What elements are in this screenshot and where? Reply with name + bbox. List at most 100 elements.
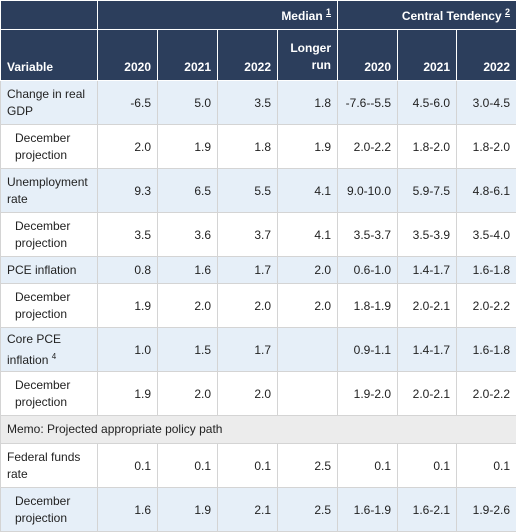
cell: 2.0	[158, 284, 218, 328]
cell: 1.8-1.9	[338, 284, 398, 328]
cell: 5.5	[218, 169, 278, 213]
table-row: PCE inflation 0.8 1.6 1.7 2.0 0.6-1.0 1.…	[1, 257, 516, 284]
cell: 2.0	[218, 372, 278, 416]
cell: 1.9	[98, 284, 158, 328]
memo-row: Memo: Projected appropriate policy path	[1, 416, 516, 444]
cell: 2.0-2.2	[338, 125, 398, 169]
cell: 3.5-3.9	[398, 213, 457, 257]
header-blank-cell	[1, 1, 98, 30]
cell: 1.9	[98, 372, 158, 416]
cell: 1.6-1.8	[457, 257, 516, 284]
cell: 2.0	[218, 284, 278, 328]
cell: 1.6-1.9	[338, 488, 398, 532]
cell: 3.5	[218, 81, 278, 125]
cell: 2.0-2.2	[457, 284, 516, 328]
cell: 1.9-2.6	[457, 488, 516, 532]
ct-2020-header: 2020	[338, 30, 398, 81]
cell: 1.9	[158, 125, 218, 169]
variable-header: Variable	[1, 30, 98, 81]
row-label: PCE inflation	[1, 257, 98, 284]
cell: 2.5	[278, 488, 338, 532]
cell: 1.4-1.7	[398, 257, 457, 284]
cell: 1.7	[218, 328, 278, 372]
cell: 2.1	[218, 488, 278, 532]
cell: 1.5	[158, 328, 218, 372]
cell: 2.0-2.1	[398, 372, 457, 416]
longer-run-line2: run	[312, 58, 331, 72]
cell: 1.6-2.1	[398, 488, 457, 532]
cell: 0.1	[218, 444, 278, 488]
central-tendency-label: Central Tendency	[402, 9, 502, 23]
median-2021-header: 2021	[158, 30, 218, 81]
cell: 1.6	[158, 257, 218, 284]
cell: 1.6	[98, 488, 158, 532]
cell: 4.1	[278, 169, 338, 213]
cell: 0.1	[338, 444, 398, 488]
median-2022-header: 2022	[218, 30, 278, 81]
longer-run-header: Longer run	[278, 30, 338, 81]
cell	[278, 372, 338, 416]
cell: 2.0	[278, 284, 338, 328]
cell	[278, 328, 338, 372]
cell: 2.5	[278, 444, 338, 488]
cell: 3.5	[98, 213, 158, 257]
central-tendency-group-header: Central Tendency 2	[338, 1, 516, 30]
cell: 0.6-1.0	[338, 257, 398, 284]
cell: -6.5	[98, 81, 158, 125]
cell: 0.8	[98, 257, 158, 284]
cell: 3.5-4.0	[457, 213, 516, 257]
core-pce-footnote: 4	[52, 352, 56, 361]
cell: 3.5-3.7	[338, 213, 398, 257]
cell: 1.7	[218, 257, 278, 284]
cell: 1.6-1.8	[457, 328, 516, 372]
cell: 1.4-1.7	[398, 328, 457, 372]
cell: 5.0	[158, 81, 218, 125]
cell: 1.8-2.0	[457, 125, 516, 169]
cell: 2.0	[158, 372, 218, 416]
cell: 0.1	[398, 444, 457, 488]
cell: 2.0	[98, 125, 158, 169]
median-footnote-link[interactable]: 1	[326, 7, 331, 17]
cell: 3.0-4.5	[457, 81, 516, 125]
cell: 1.9	[158, 488, 218, 532]
median-group-header: Median 1	[98, 1, 338, 30]
cell: 1.8-2.0	[398, 125, 457, 169]
cell: 4.8-6.1	[457, 169, 516, 213]
cell: 2.0	[278, 257, 338, 284]
cell: 9.3	[98, 169, 158, 213]
cell: 3.6	[158, 213, 218, 257]
cell: 0.1	[457, 444, 516, 488]
cell: 4.5-6.0	[398, 81, 457, 125]
longer-run-line1: Longer	[290, 41, 331, 55]
median-2020-header: 2020	[98, 30, 158, 81]
cell: 1.0	[98, 328, 158, 372]
cell: 4.1	[278, 213, 338, 257]
cell: 0.1	[158, 444, 218, 488]
central-tendency-footnote-link[interactable]: 2	[505, 7, 510, 17]
ct-2022-header: 2022	[457, 30, 516, 81]
cell: 0.9-1.1	[338, 328, 398, 372]
cell: 5.9-7.5	[398, 169, 457, 213]
cell: 9.0-10.0	[338, 169, 398, 213]
median-label: Median	[281, 9, 322, 23]
cell: 1.8	[218, 125, 278, 169]
cell: 1.9	[278, 125, 338, 169]
cell: 1.9-2.0	[338, 372, 398, 416]
